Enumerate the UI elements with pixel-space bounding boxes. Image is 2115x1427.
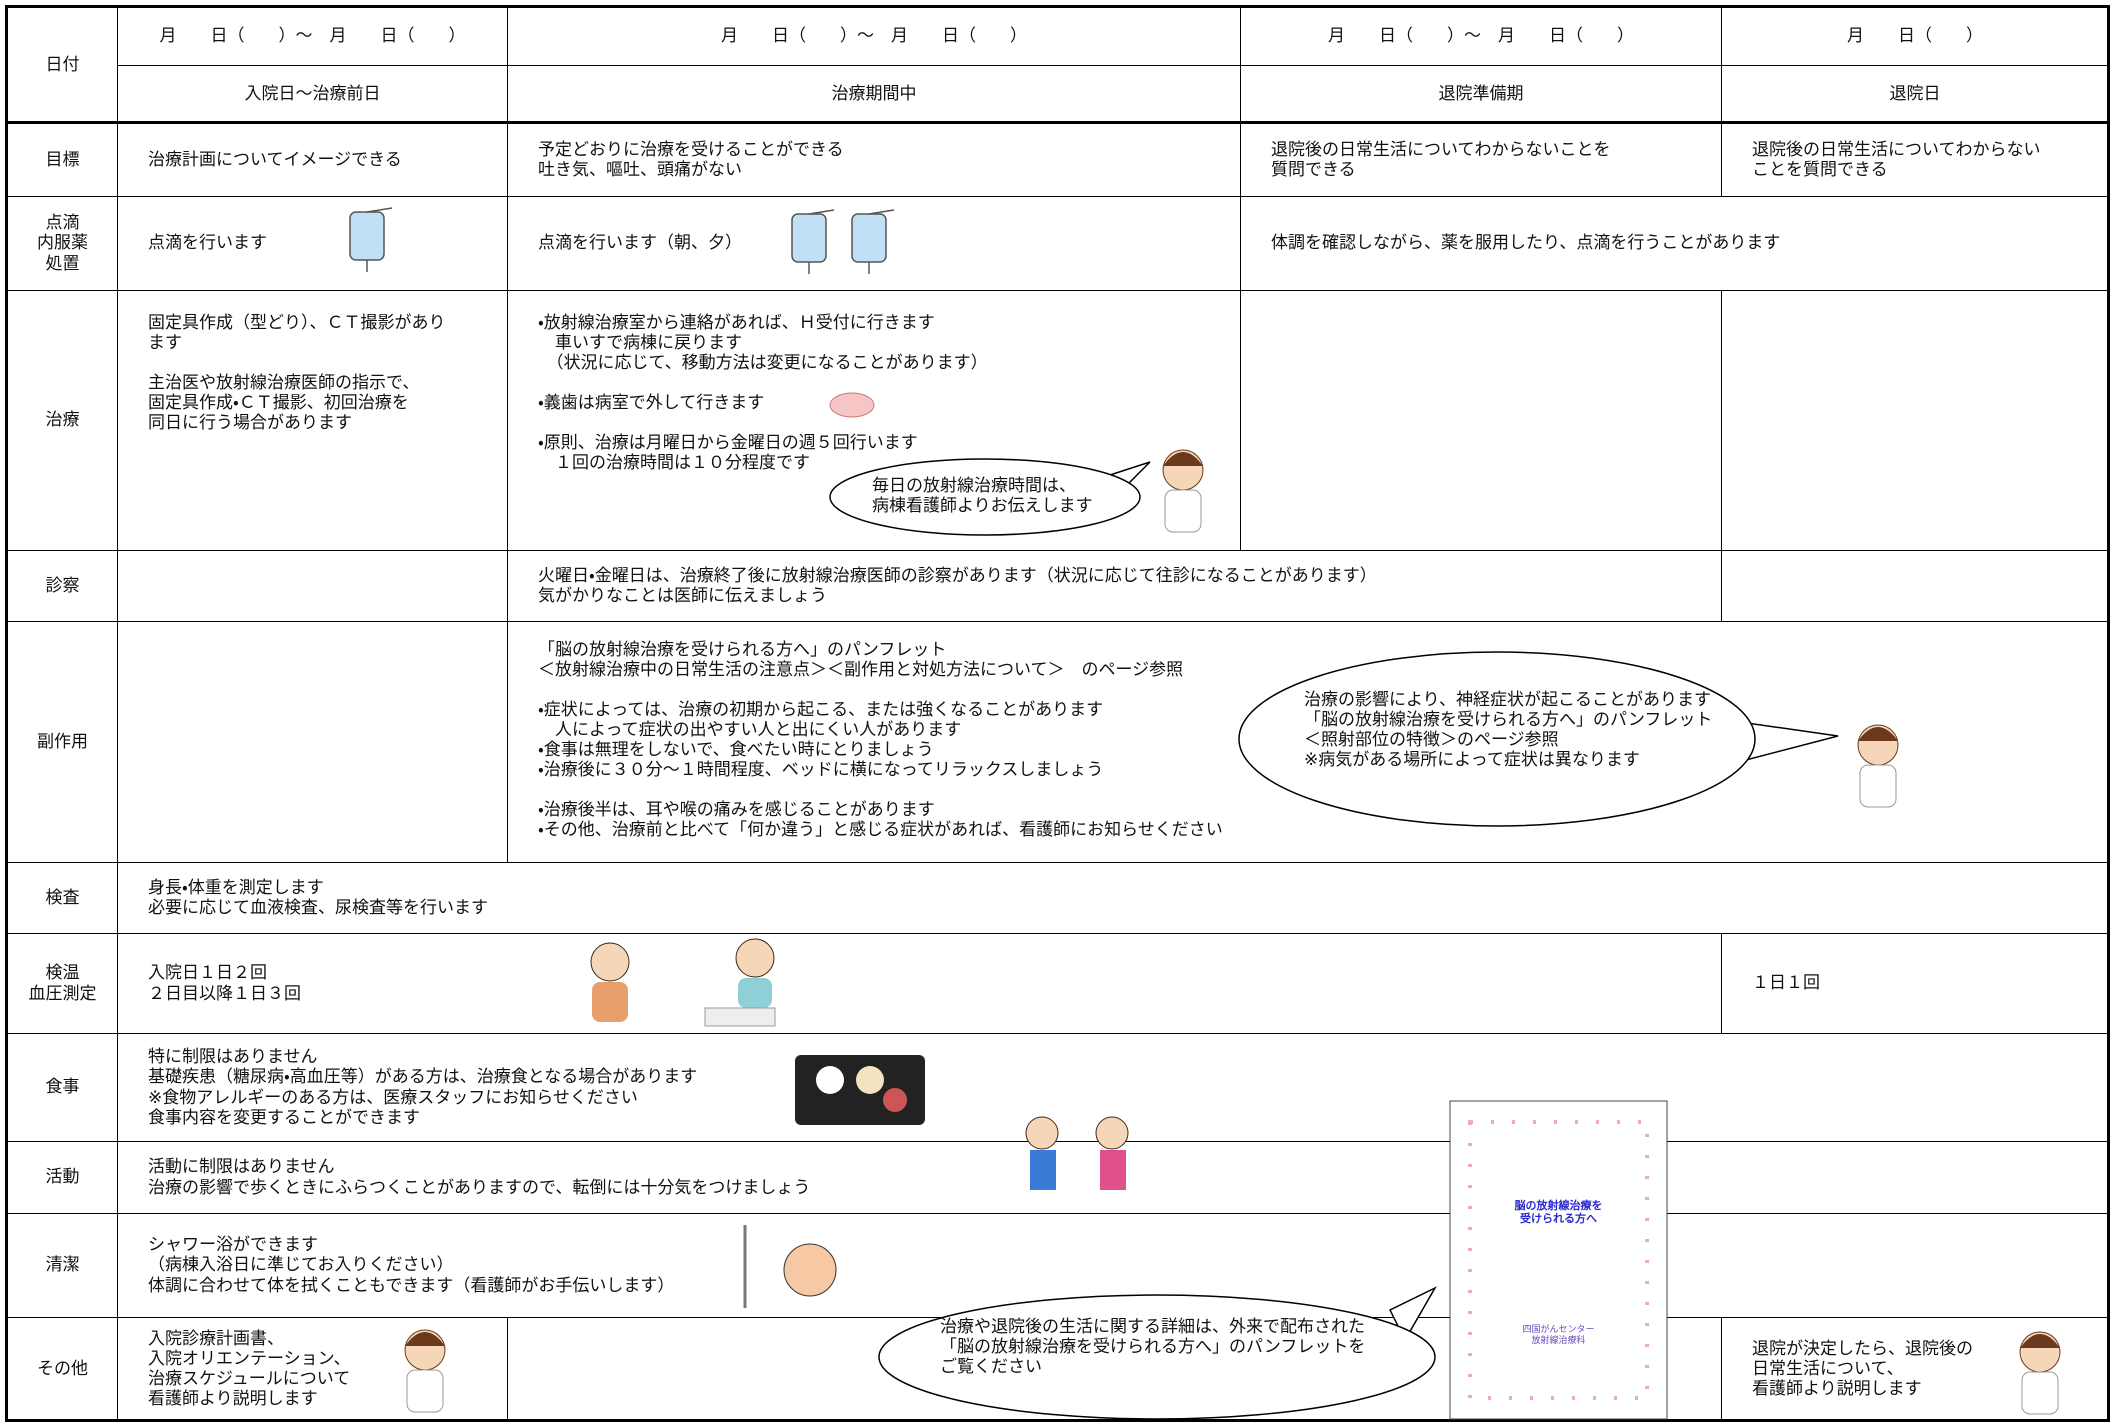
row-cell: ・放射線治療室から連絡があれば、Ｈ受付に行きます 車いすで病棟に戻ります （状況… bbox=[507, 290, 1241, 551]
denture-icon bbox=[829, 392, 875, 418]
row-label: 点滴 内服薬 処置 bbox=[7, 196, 118, 291]
row-cell: 入院診療計画書、 入院オリエンテーション、 治療スケジュールについて 看護師より… bbox=[117, 1317, 508, 1421]
row-cell: 「脳の放射線治療を受けられる方へ」のパンフレット ＜放射線治療中の日常生活の注意… bbox=[507, 621, 2109, 863]
bubble-text: 毎日の放射線治療時間は、 病棟看護師よりお伝えします bbox=[872, 476, 1093, 517]
bubble-text: 治療や退院後の生活に関する詳細は、外来で配布された 「脳の放射線治療を受けられる… bbox=[940, 1317, 1366, 1378]
row-cell: 退院が決定したら、退院後の 日常生活について、 看護師より説明します bbox=[1721, 1317, 2109, 1421]
row-cell: 固定具作成（型どり）、ＣＴ撮影があり ます 主治医や放射線治療医師の指示で、 固… bbox=[117, 290, 508, 551]
pamphlet-publisher: 四国がんセンター 放射線治療科 bbox=[1522, 1325, 1595, 1346]
nurse-icon bbox=[404, 449, 2061, 1415]
header-rule bbox=[5, 121, 2110, 124]
pamphlet-border bbox=[1468, 1120, 1649, 1400]
row-cell: 予定どおりに治療を受けることができる 吐き気、嘔吐、頭痛がない bbox=[507, 123, 1241, 197]
bubble-text: 治療の影響により、神経症状が起こることがあります 「脳の放射線治療を受けられる方… bbox=[1304, 690, 1713, 771]
iv-bag-icon bbox=[349, 207, 895, 274]
patient-icons bbox=[590, 938, 1129, 1308]
pamphlet bbox=[1449, 1100, 1668, 1420]
speech-bubbles bbox=[829, 458, 1839, 1420]
pamphlet-title: 脳の放射線治療を 受けられる方へ bbox=[1514, 1199, 1603, 1225]
